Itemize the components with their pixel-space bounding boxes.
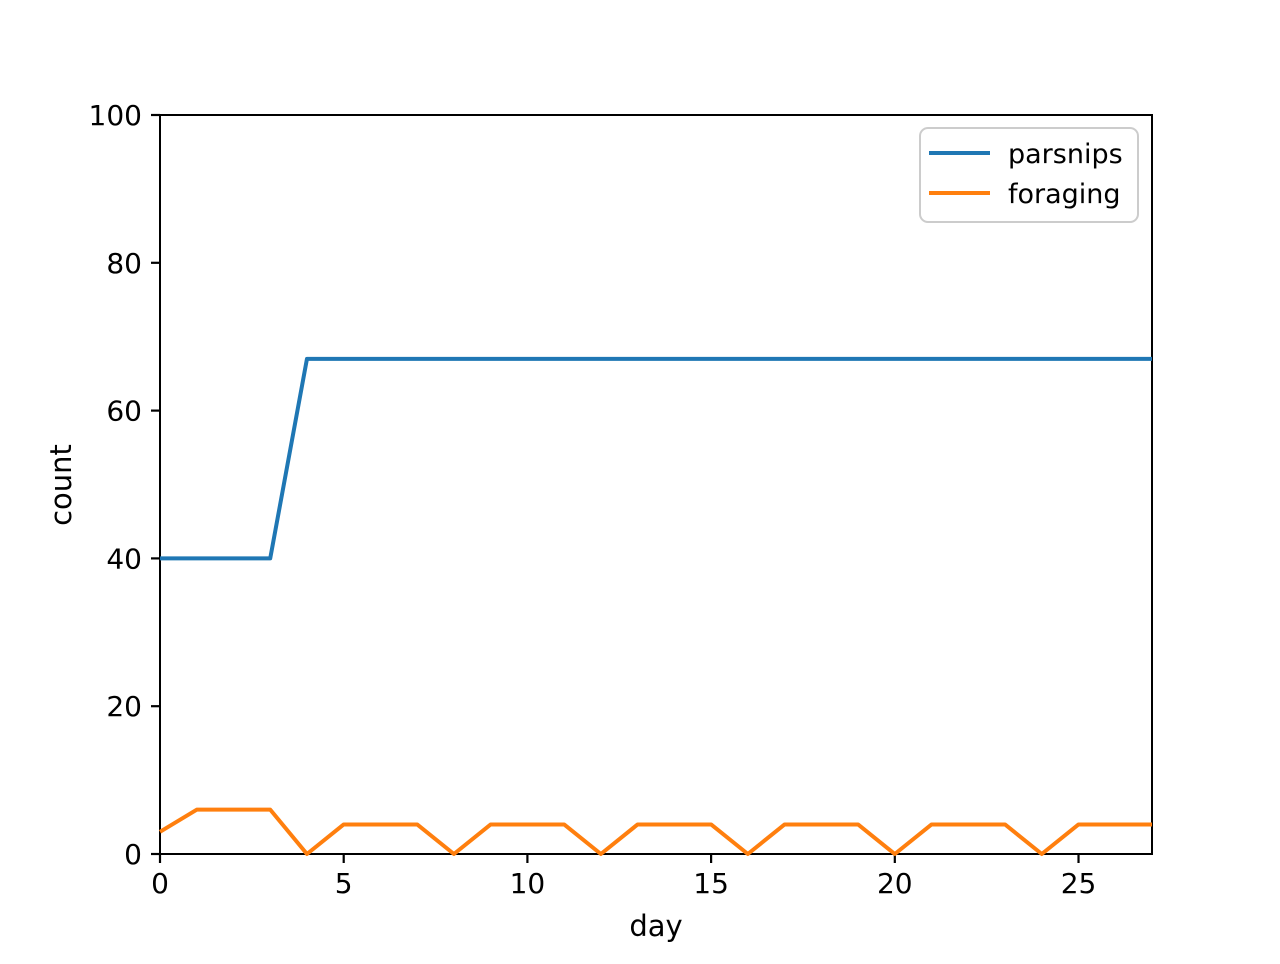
x-tick-label: 15 [693, 867, 729, 900]
x-tick-label: 0 [151, 867, 169, 900]
data-series [158, 356, 1152, 856]
y-tick-label: 20 [106, 690, 142, 723]
series-line-foraging [158, 807, 1152, 856]
y-tick-label: 40 [106, 542, 142, 575]
x-tick-label: 5 [335, 867, 353, 900]
y-tick-label: 0 [124, 838, 142, 871]
plot-area [159, 114, 1153, 855]
x-tick-label: 20 [877, 867, 913, 900]
legend: parsnips foraging [919, 127, 1139, 223]
y-axis-label: count [44, 444, 78, 526]
y-tick-label: 100 [89, 99, 142, 132]
y-tick-label: 80 [106, 247, 142, 280]
y-tick-label: 60 [106, 395, 142, 428]
axis-ticks: 0 5 10 15 20 25 0 20 40 60 80 100 [89, 99, 1097, 900]
x-tick-label: 10 [510, 867, 546, 900]
series-line-parsnips [160, 356, 1152, 561]
legend-label-parsnips: parsnips [1008, 139, 1123, 170]
x-tick-label: 25 [1061, 867, 1097, 900]
legend-label-foraging: foraging [1008, 179, 1121, 210]
x-axis-label: day [629, 909, 682, 943]
plot-box [159, 114, 1153, 855]
